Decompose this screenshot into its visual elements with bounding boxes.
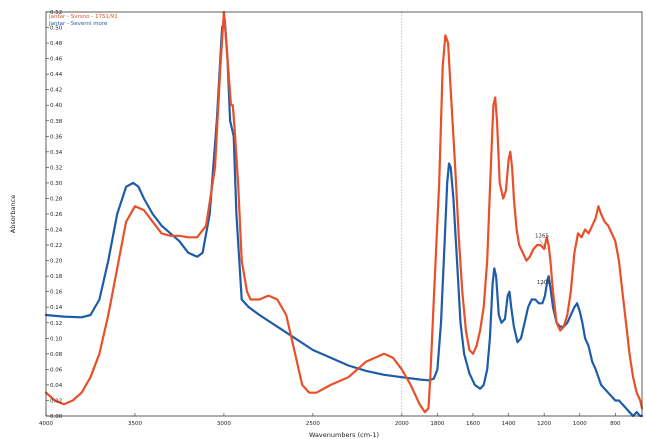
x-tick-label: 800 [610,421,621,427]
x-tick-label: 1400 [502,421,516,427]
annotations-layer: 1265 1209 [535,233,551,287]
x-tick-label: 1000 [573,421,587,427]
x-tick-label: 1800 [430,421,444,427]
y-tick-label: 0.28 [50,196,63,202]
legend-entry-1: Jantar - Severní more [48,20,108,27]
x-tick-label: 3000 [217,421,231,427]
legend-entry-0: Jantar - Svrsno - 1751/91 [48,14,118,20]
annotation-leader-0 [538,239,548,250]
y-tick-label: 0.50 [50,26,63,32]
y-tick-label: 0.18 [50,274,63,280]
y-tick-label: 0.34 [50,150,63,156]
y-tick-label: 0.04 [50,383,63,389]
y-tick-label: 0.52 [50,10,62,16]
y-tick-label: 0.12 [50,321,62,327]
y-tick-label: 0.06 [50,367,63,373]
annotation-label-1: 1209 [537,280,551,286]
y-tick-label: 0.24 [50,228,63,234]
annotation-label-0: 1265 [535,233,549,239]
y-tick-label: 0.40 [50,103,63,109]
y-tick-label: 0.10 [50,336,63,342]
y-tick-label: 0.26 [50,212,63,218]
series-line-0 [44,10,644,414]
x-tick-label: 2500 [306,421,320,427]
y-tick-label: 0.08 [50,352,63,358]
series-line-1 [44,18,644,418]
y-tick-label: 0.48 [50,41,63,47]
y-tick-label: 0.14 [50,305,63,311]
x-axis-title: Wavenumbers (cm-1) [309,431,379,439]
x-tick-label: 1600 [466,421,480,427]
y-tick-label: 0.42 [50,88,62,94]
y-tick-label: 0.22 [50,243,62,249]
x-tick-label: 2000 [395,421,409,427]
y-tick-label: 0.30 [50,181,63,187]
y-tick-label: 0.44 [50,72,63,78]
y-tick-label: 0.36 [50,134,63,140]
x-tick-label: 3500 [128,421,142,427]
y-axis-ticks: 0.00 0.02 0.04 0.06 0.08 0.10 0.12 0.14 0.16 0.18… [46,10,63,420]
y-tick-label: 0.02 [50,398,62,404]
y-tick-label: 0.20 [50,259,63,265]
y-tick-label: 0.32 [50,165,62,171]
y-tick-label: 0.16 [50,290,63,296]
y-tick-label: 0.46 [50,57,63,63]
y-tick-label: 0.38 [50,119,63,125]
x-axis-ticks: 4000 3500 3000 2500 2000 1800 1600 1400 1200 1000… [39,413,621,427]
x-tick-label: 1200 [537,421,551,427]
y-tick-label: 0.00 [50,414,63,420]
y-axis-title: Absorbance [9,195,17,233]
annotation-leader-1 [540,275,549,287]
x-tick-label: 4000 [39,421,53,427]
series-layer [44,10,644,418]
